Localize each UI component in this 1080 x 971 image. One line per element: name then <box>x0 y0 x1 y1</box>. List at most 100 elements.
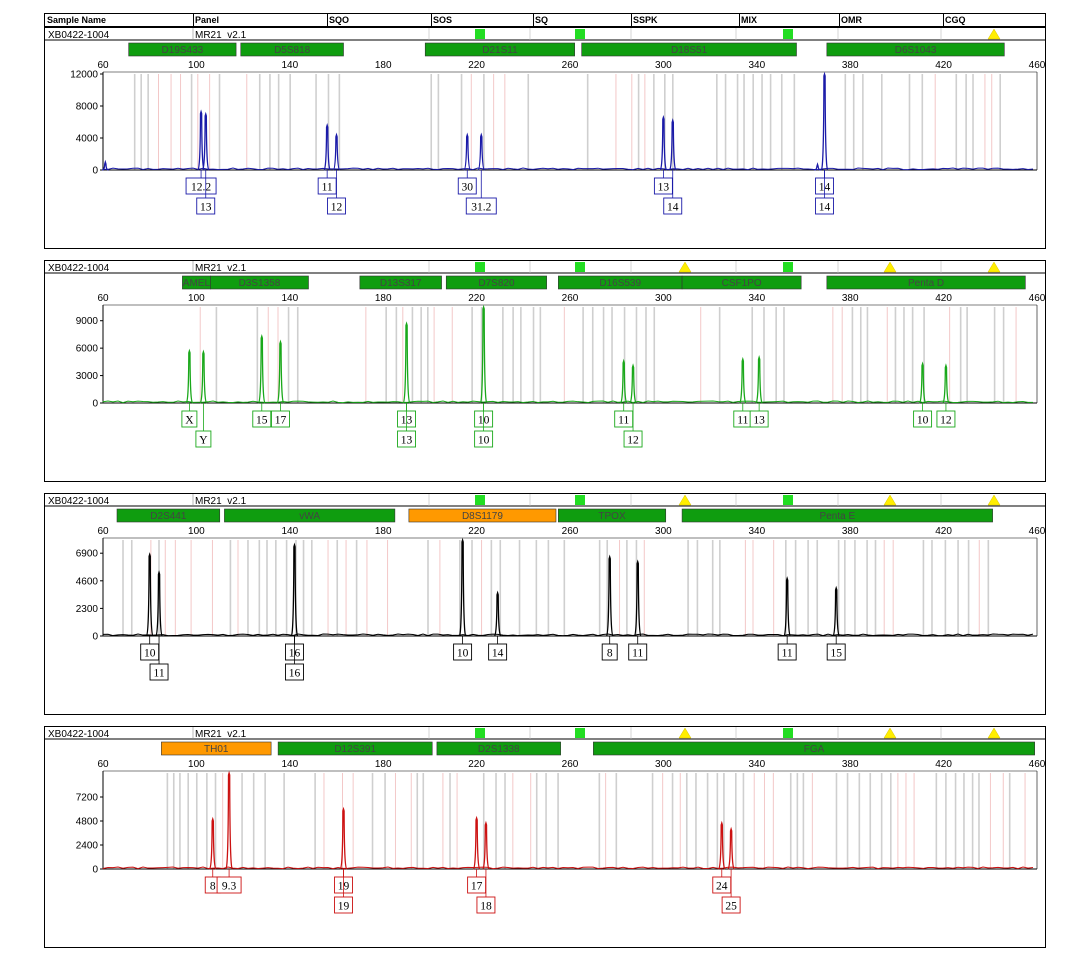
x-tick-label: 460 <box>1029 293 1045 304</box>
qc-flag-green <box>575 29 585 39</box>
y-tick-label: 4000 <box>76 134 99 145</box>
y-tick-label: 2400 <box>76 841 99 852</box>
locus-bar <box>210 275 309 290</box>
locus-label: AMEL <box>183 278 211 289</box>
peak <box>942 363 950 404</box>
allele-box <box>149 663 169 681</box>
peak <box>629 363 637 404</box>
qc-flag-yellow <box>987 28 1001 40</box>
allele-call: 10 <box>140 643 160 661</box>
panel-name: MR21_v2.1 <box>195 30 247 41</box>
allele-call: 12 <box>327 197 346 215</box>
y-tick-label: 9000 <box>76 316 99 327</box>
header-col-panel: Panel <box>195 15 220 25</box>
panel-name: MR21_v2.1 <box>195 729 247 740</box>
header-col-sqo: SQO <box>329 15 350 25</box>
header-col-omr: OMR <box>841 15 862 25</box>
locus-bar <box>224 508 396 523</box>
panel-green-dye: XB0422-1004 MR21_v2.1 AMEL D3S1358 D13S317 D7… <box>44 260 1046 482</box>
peak <box>727 826 735 870</box>
allele-call: 11 <box>317 177 337 195</box>
locus-bar <box>240 42 344 57</box>
y-tick-label: 4800 <box>76 817 99 828</box>
peak <box>199 349 208 404</box>
header-divider <box>943 14 944 26</box>
allele-label: 17 <box>471 881 483 893</box>
x-tick-label: 420 <box>935 759 952 770</box>
allele-box <box>327 197 346 215</box>
qc-flag-yellow <box>883 727 897 739</box>
allele-label: 11 <box>782 648 793 660</box>
qc-flag-green <box>475 728 485 738</box>
allele-box <box>196 197 216 215</box>
peak <box>479 304 488 404</box>
allele-label: 10 <box>917 415 929 427</box>
peak <box>339 806 348 870</box>
y-tick-label: 0 <box>92 399 98 410</box>
allele-call: 24 <box>712 876 732 894</box>
qc-flag-yellow <box>883 261 897 273</box>
x-tick-label: 260 <box>562 60 579 71</box>
locus-label: D7S820 <box>478 278 515 289</box>
baseline-trace <box>102 400 1034 404</box>
allele-label: 10 <box>144 648 156 660</box>
allele-call: X <box>181 410 198 428</box>
qc-flag-green <box>783 728 793 738</box>
locus-label: D19S433 <box>162 45 204 56</box>
x-tick-label: 100 <box>188 60 205 71</box>
x-tick-label: 220 <box>468 526 485 537</box>
allele-call: 12 <box>936 410 956 428</box>
x-tick-label: 140 <box>281 759 298 770</box>
allele-call: 16 <box>285 663 304 681</box>
qc-flag-green <box>783 262 793 272</box>
x-tick-label: 460 <box>1029 759 1045 770</box>
x-tick-label: 380 <box>842 526 859 537</box>
x-tick-label: 300 <box>655 293 672 304</box>
qc-flag-yellow <box>987 727 1001 739</box>
allele-call: 14 <box>815 197 834 215</box>
x-tick-label: 140 <box>281 293 298 304</box>
x-tick-label: 140 <box>281 60 298 71</box>
x-tick-label: 300 <box>655 60 672 71</box>
allele-label: 12.2 <box>191 182 211 194</box>
allele-box <box>913 410 933 428</box>
peak <box>402 321 411 404</box>
allele-call: 17 <box>467 876 487 894</box>
allele-label: 17 <box>275 415 287 427</box>
allele-label: 11 <box>737 415 748 427</box>
baseline-trace <box>102 167 1034 171</box>
qc-flag-yellow <box>678 261 692 273</box>
peak <box>472 815 481 870</box>
x-tick-label: 180 <box>375 526 392 537</box>
baseline-trace <box>102 633 1034 637</box>
locus-bar <box>445 275 547 290</box>
header-col-sos: SOS <box>433 15 453 25</box>
y-tick-label: 8000 <box>76 102 99 113</box>
peak <box>738 356 747 404</box>
x-tick-label: 60 <box>97 759 109 770</box>
locus-bar <box>681 508 993 523</box>
peak <box>820 71 829 171</box>
allele-call: 8 <box>601 643 618 661</box>
x-tick-label: 260 <box>562 293 579 304</box>
header-divider <box>533 14 534 26</box>
allele-box <box>181 410 198 428</box>
allele-box <box>815 197 834 215</box>
header-divider <box>631 14 632 26</box>
allele-call: 11 <box>777 643 797 661</box>
locus-label: D5S818 <box>274 45 311 56</box>
y-tick-label: 0 <box>92 632 98 643</box>
peak <box>332 132 341 171</box>
allele-call: 13 <box>196 197 216 215</box>
allele-call: 10 <box>474 430 494 448</box>
allele-label: 11 <box>154 668 165 680</box>
peak <box>482 820 490 870</box>
x-tick-label: 340 <box>748 526 765 537</box>
x-tick-label: 60 <box>97 60 109 71</box>
allele-label: 14 <box>819 202 831 214</box>
allele-call: 25 <box>721 896 741 914</box>
allele-label: X <box>185 415 194 427</box>
y-tick-label: 12000 <box>70 70 98 81</box>
allele-box <box>663 197 683 215</box>
locus-bar <box>826 275 1026 290</box>
